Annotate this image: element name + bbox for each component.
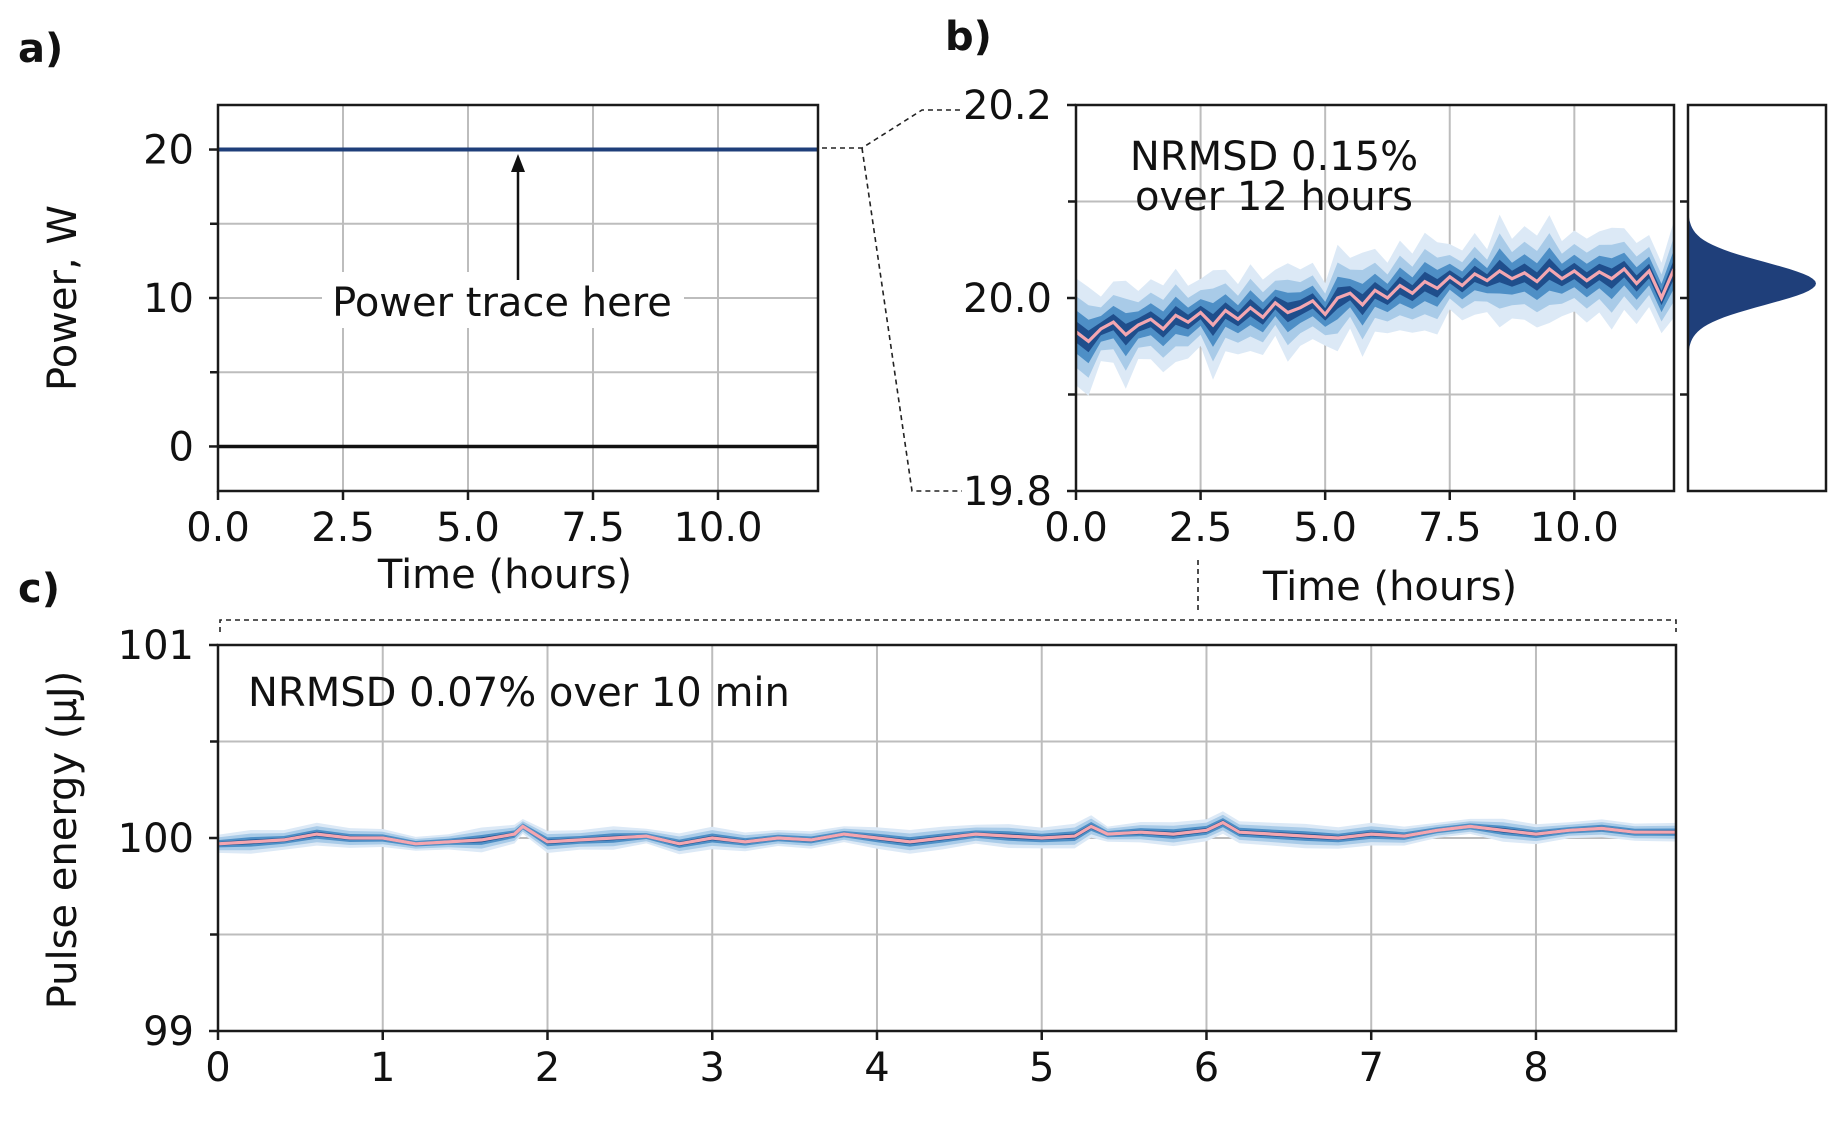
- y-tick-label: 0: [169, 424, 194, 470]
- x-tick-label: 10.0: [673, 505, 762, 551]
- plot-frame: [216, 643, 1678, 1033]
- y-tick-label: 100: [118, 816, 194, 862]
- connector-a-to-b-top: [822, 109, 962, 149]
- x-tick-label: 2: [535, 1045, 560, 1091]
- x-axis-label: Time (hours): [377, 552, 632, 598]
- panel-b-zoom-chart: 0.0 2.5 5.0 7.5 10.0 19.8 20.0 20.2 NRMSD 0.15%o…: [963, 83, 1676, 610]
- y-tick-label: 20.2: [963, 83, 1052, 129]
- connector-b-to-c-bracket: [219, 619, 1677, 632]
- panel-b-histogram: [1680, 103, 1828, 493]
- x-tick-label: 8: [1523, 1045, 1548, 1091]
- y-tick-label: 20: [143, 128, 194, 174]
- y-tick-label: 20.0: [963, 276, 1052, 322]
- x-tick-label: 1: [370, 1045, 395, 1091]
- annotation-arrow-head: [511, 154, 525, 172]
- y-tick-label: 101: [118, 623, 194, 669]
- plot-frame: [216, 103, 820, 493]
- histogram-area: [1688, 201, 1816, 366]
- x-tick-label: 7.5: [1418, 505, 1482, 551]
- percentile-band: [1076, 258, 1674, 353]
- x-axis-label: Time (hours): [1262, 564, 1517, 610]
- y-tick-label: 19.8: [963, 469, 1052, 515]
- annotation-label: Power trace here: [332, 280, 672, 326]
- connector-a-to-b-bottom: [861, 147, 962, 492]
- x-tick-label: 3: [700, 1045, 725, 1091]
- panel-c-pulse-energy-chart: 0 1 2 3 4 5 6 7 8 99 100 101 NRMSD 0.07% over 10 min…: [40, 623, 1678, 1091]
- median-line: [217, 820, 1676, 846]
- x-tick-label: 4: [864, 1045, 889, 1091]
- y-tick-label: 10: [143, 276, 194, 322]
- x-tick-label: 7: [1358, 1045, 1383, 1091]
- annotation-label: NRMSD 0.07% over 10 min: [248, 670, 790, 716]
- median-line: [1075, 266, 1676, 344]
- y-axis-label: Pulse energy (μJ): [40, 671, 86, 1010]
- annotation-line-1: NRMSD 0.15%: [1130, 134, 1418, 180]
- panel-label-c: c): [18, 566, 60, 612]
- plot-frame: [1074, 103, 1676, 493]
- annotation-line-2: over 12 hours: [1135, 174, 1413, 220]
- panel-label-a: a): [18, 26, 63, 72]
- panel-label-b: b): [945, 14, 992, 60]
- x-tick-label: 10.0: [1530, 505, 1619, 551]
- x-tick-label: 6: [1194, 1045, 1219, 1091]
- x-tick-label: 5.0: [1293, 505, 1357, 551]
- x-tick-label: 0.0: [186, 505, 250, 551]
- annotation-backdrop: [322, 272, 684, 328]
- panel-a-power-chart: 0.0 2.5 5.0 7.5 10.0 0 10 20 Power trace here Tim…: [40, 103, 820, 598]
- x-tick-label: 2.5: [311, 505, 375, 551]
- histogram-frame: [1686, 103, 1828, 493]
- x-tick-label: 5.0: [436, 505, 500, 551]
- x-tick-label: 0: [205, 1045, 230, 1091]
- y-axis-label: Power, W: [40, 205, 86, 391]
- x-tick-label: 2.5: [1169, 505, 1233, 551]
- x-tick-label: 7.5: [561, 505, 625, 551]
- zoom-connectors: [219, 109, 1677, 632]
- y-tick-label: 99: [143, 1009, 194, 1055]
- x-tick-label: 0.0: [1044, 505, 1108, 551]
- x-tick-label: 5: [1029, 1045, 1054, 1091]
